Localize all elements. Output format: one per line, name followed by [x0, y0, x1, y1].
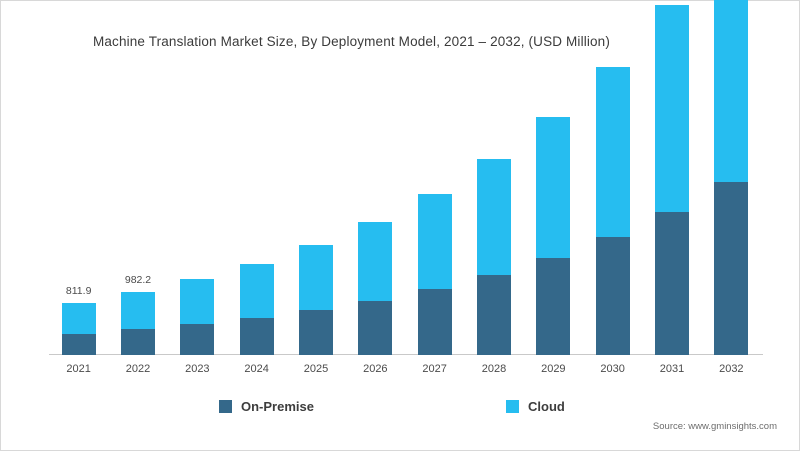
bar-group[interactable]: [417, 193, 452, 355]
x-axis-label: 2030: [600, 363, 625, 375]
bar-group[interactable]: [477, 158, 511, 355]
bar-group[interactable]: [655, 5, 689, 355]
x-axis-label: 2031: [659, 363, 685, 375]
bar-group[interactable]: [714, 0, 749, 355]
x-axis-label: 2024: [244, 363, 269, 375]
x-axis-label: 2023: [185, 363, 210, 375]
bar-group[interactable]: [239, 264, 274, 355]
bar-segment-on-premise[interactable]: [536, 257, 571, 355]
bar-segment-cloud[interactable]: [299, 245, 333, 311]
bar-group[interactable]: [121, 292, 155, 355]
bar-segment-cloud[interactable]: [61, 302, 96, 334]
bar-segment-cloud[interactable]: [417, 193, 452, 289]
bar-segment-on-premise[interactable]: [121, 329, 155, 355]
bar-segment-cloud[interactable]: [358, 221, 393, 301]
bar-segment-cloud[interactable]: [595, 66, 630, 238]
bar-segment-on-premise[interactable]: [358, 300, 393, 355]
chart-title: Machine Translation Market Size, By Depl…: [93, 34, 610, 49]
bar-segment-cloud[interactable]: [714, 0, 749, 182]
bar-segment-on-premise[interactable]: [595, 237, 630, 355]
legend-swatch-on-premise: [219, 400, 232, 413]
chart-legend: On-Premise Cloud: [1, 399, 800, 421]
bar-group[interactable]: [180, 279, 215, 355]
legend-item-on-premise[interactable]: On-Premise: [219, 399, 314, 414]
bar-group[interactable]: [358, 221, 393, 355]
bar-group[interactable]: [61, 302, 96, 355]
x-axis-line: [49, 354, 763, 355]
bar-value-label: 982.2: [124, 274, 152, 287]
bar-segment-on-premise[interactable]: [180, 324, 215, 355]
x-axis-label: 2027: [422, 363, 447, 375]
x-axis-label: 2025: [303, 363, 329, 375]
bar-segment-on-premise[interactable]: [61, 333, 96, 355]
x-axis-label: 2028: [481, 363, 507, 375]
bar-segment-cloud[interactable]: [180, 279, 215, 325]
bar-segment-on-premise[interactable]: [239, 317, 274, 355]
x-axis-label: 2026: [363, 363, 388, 375]
x-axis-label: 2021: [66, 363, 91, 375]
bar-segment-on-premise[interactable]: [417, 289, 452, 355]
source-attribution: Source: www.gminsights.com: [652, 421, 777, 432]
bar-group[interactable]: [595, 66, 630, 355]
bar-segment-cloud[interactable]: [239, 264, 274, 318]
bar-segment-cloud[interactable]: [655, 5, 689, 213]
plot-area: [49, 0, 761, 355]
bar-group[interactable]: [299, 245, 333, 355]
bar-value-label: 811.9: [65, 284, 92, 297]
bar-segment-on-premise[interactable]: [714, 181, 749, 355]
bar-segment-on-premise[interactable]: [477, 274, 511, 355]
bar-group[interactable]: [536, 116, 571, 355]
bar-segment-on-premise[interactable]: [299, 310, 333, 355]
legend-item-cloud[interactable]: Cloud: [506, 399, 565, 414]
x-axis-label: 2029: [541, 363, 566, 375]
legend-label-cloud: Cloud: [528, 399, 565, 414]
x-axis-label: 2032: [719, 363, 744, 375]
x-axis-label: 2022: [125, 363, 151, 375]
bar-segment-cloud[interactable]: [121, 292, 155, 330]
bar-segment-cloud[interactable]: [536, 116, 571, 258]
bar-segment-cloud[interactable]: [477, 158, 511, 275]
legend-label-on-premise: On-Premise: [241, 399, 314, 414]
legend-swatch-cloud: [506, 400, 519, 413]
bar-segment-on-premise[interactable]: [655, 212, 689, 355]
